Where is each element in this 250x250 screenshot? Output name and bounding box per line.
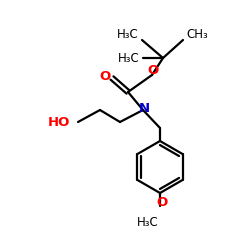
Text: CH₃: CH₃ xyxy=(186,28,208,40)
Text: O: O xyxy=(100,70,110,82)
Text: HO: HO xyxy=(48,116,70,128)
Text: O: O xyxy=(148,64,159,76)
Text: N: N xyxy=(138,102,149,114)
Text: H₃C: H₃C xyxy=(117,28,139,40)
Text: H₃C: H₃C xyxy=(137,216,159,228)
Text: O: O xyxy=(156,196,168,209)
Text: H₃C: H₃C xyxy=(118,52,140,64)
